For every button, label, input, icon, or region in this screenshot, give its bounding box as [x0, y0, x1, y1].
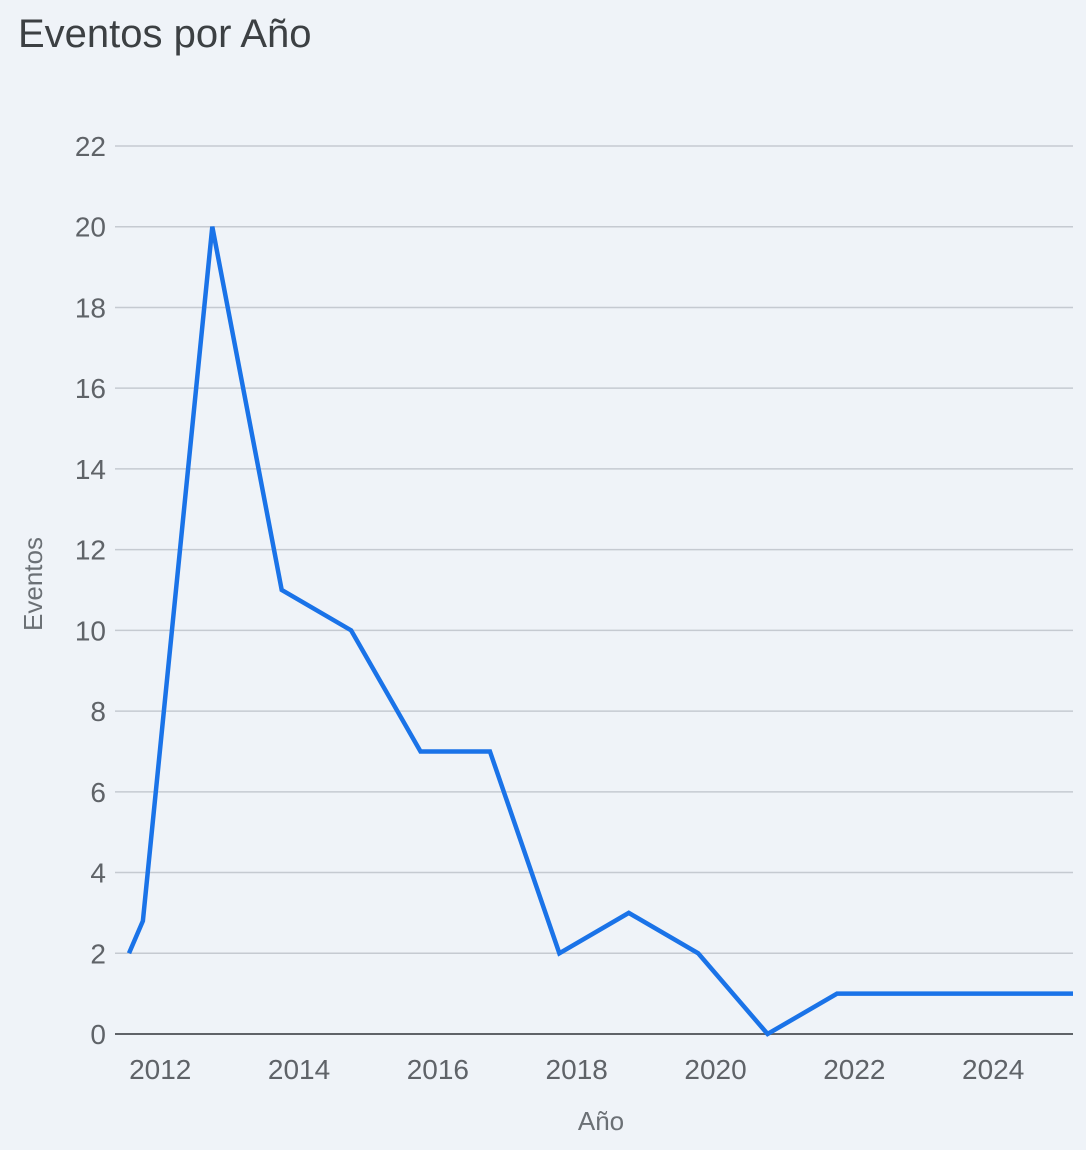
y-tick-label: 0	[90, 1019, 106, 1050]
y-tick-label: 10	[75, 615, 106, 646]
chart-title: Eventos por Año	[18, 12, 312, 56]
x-tick-label: 2018	[546, 1054, 608, 1085]
series-line-0	[126, 226, 1073, 1037]
x-tick-label: 2014	[268, 1054, 330, 1085]
y-tick-label: 16	[75, 373, 106, 404]
x-tick-label: 2020	[684, 1054, 746, 1085]
y-tick-label: 8	[90, 696, 106, 727]
x-axis-ticks: 2012 2014 2016 2018 2020 2022 2024	[129, 1054, 1024, 1085]
y-tick-label: 6	[90, 777, 106, 808]
series	[126, 226, 1073, 1037]
y-tick-label: 22	[75, 131, 106, 162]
x-axis-title: Año	[578, 1106, 624, 1136]
x-tick-label: 2024	[962, 1054, 1024, 1085]
x-tick-label: 2022	[823, 1054, 885, 1085]
y-axis-ticks: 0 2 4 6 8 10 12 14 16 18 20 22	[75, 131, 106, 1050]
y-tick-label: 4	[90, 858, 106, 889]
x-tick-label: 2012	[129, 1054, 191, 1085]
y-tick-label: 20	[75, 212, 106, 243]
gridlines	[115, 145, 1073, 955]
y-tick-label: 2	[90, 938, 106, 969]
x-tick-label: 2016	[407, 1054, 469, 1085]
y-axis-title: Eventos	[18, 537, 48, 631]
y-tick-label: 14	[75, 454, 106, 485]
y-tick-label: 12	[75, 535, 106, 566]
y-tick-label: 18	[75, 292, 106, 323]
